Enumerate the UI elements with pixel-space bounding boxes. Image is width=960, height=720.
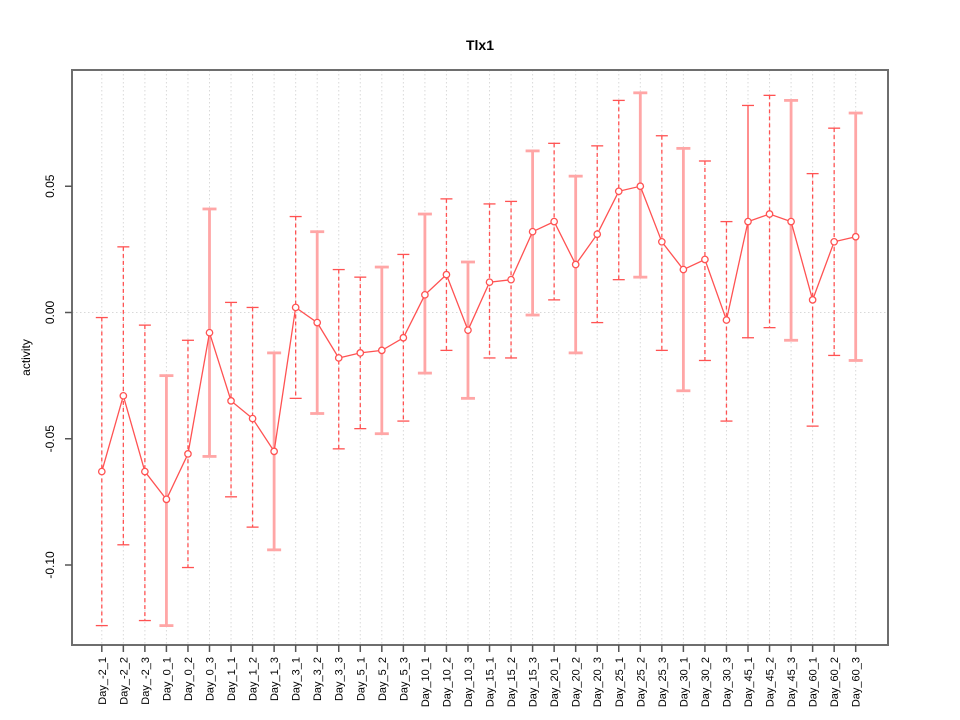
data-point (571, 260, 580, 269)
x-tick-label: Day_5_1 (355, 657, 367, 701)
data-point (830, 237, 839, 246)
x-tick-label: Day_60_2 (829, 657, 841, 707)
plot-border (71, 69, 889, 646)
x-tick-label: Day_10_1 (420, 657, 432, 707)
data-point (464, 326, 472, 335)
x-tick-label: Day_1_1 (226, 657, 238, 701)
x-tick-label: Day_1_2 (248, 657, 260, 701)
x-tick-label: Day_15_3 (528, 657, 540, 707)
y-tick-label: 0.00 (43, 300, 57, 324)
x-tick-label: Day_25_3 (657, 657, 669, 707)
x-tick-label: Day_3_1 (291, 657, 303, 701)
x-tick-label: Day_5_3 (398, 657, 410, 701)
data-point (184, 450, 192, 458)
x-tick-label: Day_10_2 (441, 657, 453, 707)
x-tick-label: Day_45_3 (786, 657, 798, 707)
data-point (614, 187, 623, 196)
y-tick-label: -0.10 (43, 551, 57, 579)
data-point (227, 397, 235, 405)
data-point (550, 217, 558, 226)
data-point (377, 346, 386, 355)
data-point (787, 217, 795, 226)
data-point (593, 230, 602, 239)
y-tick-label: 0.05 (43, 174, 57, 198)
x-tick-label: Day_-2_1 (97, 657, 109, 705)
chart-title: Tlx1 (466, 37, 494, 53)
data-point (162, 495, 171, 504)
x-tick-label: Day_30_1 (678, 657, 690, 707)
series-line (101, 185, 856, 501)
data-point (765, 210, 774, 218)
x-tick-label: Day_15_1 (485, 657, 497, 707)
x-tick-label: Day_1_3 (269, 657, 281, 701)
x-tick-label: Day_30_3 (721, 657, 733, 707)
data-point (421, 290, 429, 299)
x-tick-label: Day_5_2 (377, 657, 389, 701)
data-point (97, 467, 106, 476)
x-tick-label: Day_15_2 (506, 657, 518, 707)
x-tick-label: Day_60_3 (851, 657, 863, 707)
y-axis-label: activity (19, 339, 33, 376)
data-point (722, 316, 731, 324)
data-point (507, 275, 515, 284)
data-point (356, 349, 365, 357)
x-tick-label: Day_-2_2 (118, 657, 130, 705)
x-tick-label: Day_20_1 (549, 657, 561, 707)
x-tick-label: Day_-2_3 (140, 657, 152, 705)
data-point (485, 278, 494, 287)
data-point (808, 296, 817, 304)
data-point (270, 447, 278, 456)
x-tick-label: Day_45_2 (765, 657, 777, 707)
x-tick-label: Day_25_1 (614, 657, 626, 707)
data-point (528, 227, 537, 236)
x-tick-label: Day_60_1 (808, 657, 820, 707)
data-point (679, 265, 688, 274)
data-point (442, 270, 451, 279)
data-point (744, 217, 752, 226)
data-point (141, 467, 149, 476)
x-tick-label: Day_20_2 (571, 657, 583, 707)
x-tick-label: Day_0_1 (161, 657, 173, 701)
data-point (248, 414, 257, 423)
data-point (119, 391, 128, 400)
data-point (636, 182, 645, 191)
data-point (291, 303, 300, 312)
x-tick-label: Day_3_3 (334, 657, 346, 701)
y-tick-label: -0.05 (43, 425, 57, 453)
data-point (701, 255, 709, 264)
x-tick-label: Day_10_3 (463, 657, 475, 707)
x-tick-label: Day_3_2 (312, 657, 324, 701)
x-tick-label: Day_20_3 (592, 657, 604, 707)
x-tick-label: Day_30_2 (700, 657, 712, 707)
data-point (205, 328, 214, 337)
data-point (851, 232, 860, 241)
x-tick-label: Day_0_2 (183, 657, 195, 701)
x-tick-label: Day_25_2 (635, 657, 647, 707)
data-point (334, 354, 343, 362)
x-tick-label: Day_0_3 (205, 657, 217, 701)
data-point (399, 333, 408, 342)
data-point (313, 318, 322, 327)
data-point (657, 237, 666, 246)
x-tick-label: Day_45_1 (743, 657, 755, 707)
